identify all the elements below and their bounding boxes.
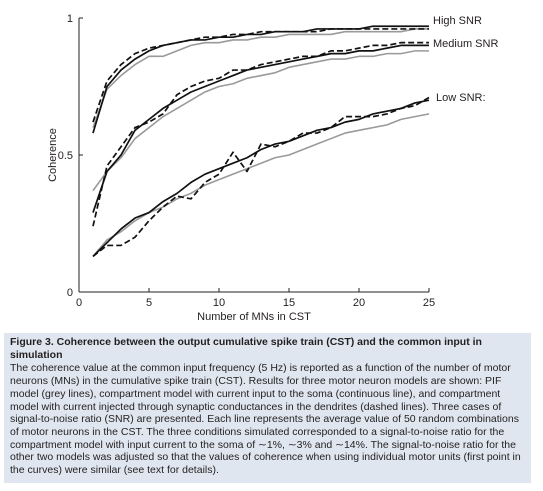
y-tick-label: 1 bbox=[67, 13, 73, 25]
series-lines bbox=[92, 25, 430, 258]
x-tick-label: 25 bbox=[423, 297, 435, 309]
series-line-medium-snr-dendrite bbox=[92, 41, 429, 227]
series-line-high-snr-soma bbox=[92, 25, 429, 134]
series-line-medium-snr-soma bbox=[92, 44, 429, 213]
series-line-high-snr-dendrite bbox=[92, 28, 429, 123]
y-tick-label: 0 bbox=[67, 287, 73, 299]
figure-caption: Figure 3. Coherence between the output c… bbox=[4, 333, 531, 483]
annotation-medium-snr: Medium SNR bbox=[433, 38, 498, 50]
caption-body: The coherence value at the common input … bbox=[10, 362, 521, 477]
series-line-low-snr-dendrite bbox=[92, 96, 430, 258]
x-tick-label: 5 bbox=[146, 297, 152, 309]
annotation-high-snr: High SNR bbox=[433, 15, 482, 27]
series-line-medium-snr-pif bbox=[92, 50, 429, 192]
y-axis-title: Coherence bbox=[47, 128, 59, 182]
annotation-low-snr: Low SNR: bbox=[436, 92, 486, 104]
axis-ticks: 0 5 10 15 20 25 0 0.5 1 bbox=[58, 13, 435, 309]
x-tick-label: 0 bbox=[76, 297, 82, 309]
x-tick-label: 10 bbox=[213, 297, 225, 309]
caption-title: Figure 3. Coherence between the output c… bbox=[10, 336, 482, 361]
series-line-low-snr-pif bbox=[92, 113, 430, 257]
series-line-high-snr-pif bbox=[92, 28, 429, 128]
x-tick-label: 20 bbox=[353, 297, 365, 309]
coherence-chart: 0 5 10 15 20 25 0 0.5 1 Number of MNs in CST Coh… bbox=[47, 13, 498, 323]
x-axis-title: Number of MNs in CST bbox=[197, 311, 311, 323]
x-tick-label: 15 bbox=[283, 297, 295, 309]
y-tick-label: 0.5 bbox=[58, 150, 73, 162]
series-line-low-snr-soma bbox=[92, 99, 430, 257]
